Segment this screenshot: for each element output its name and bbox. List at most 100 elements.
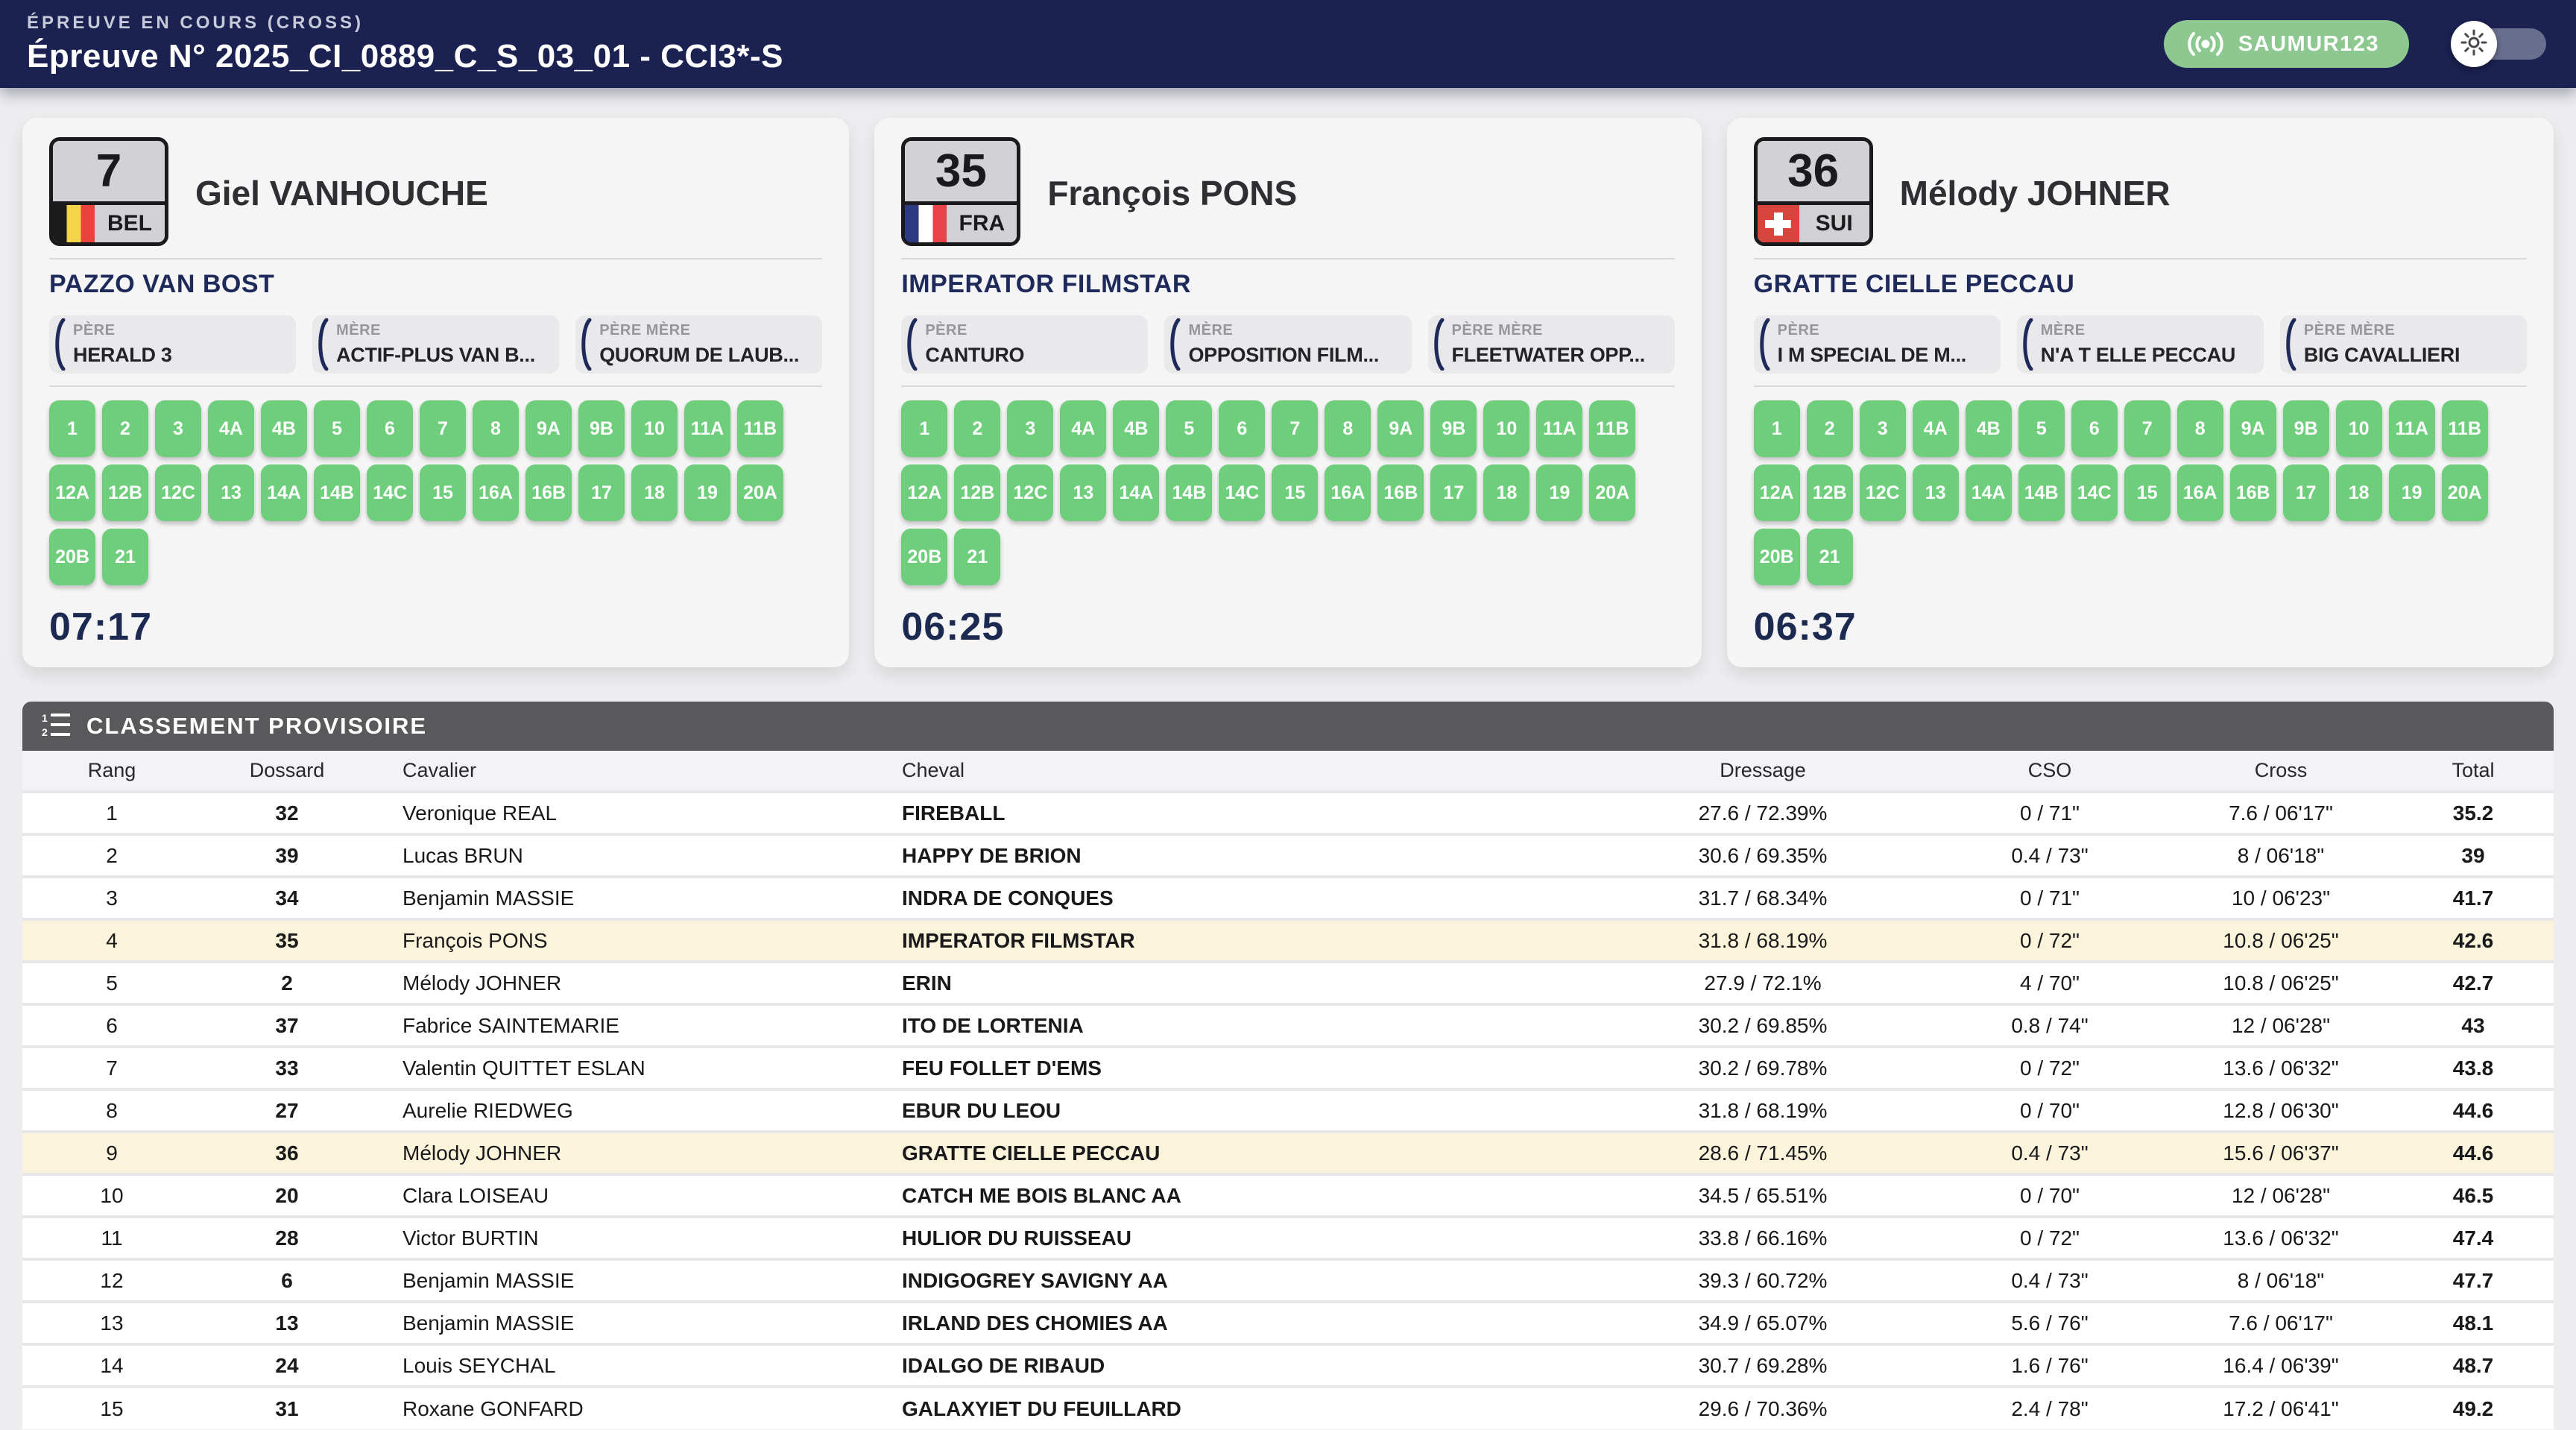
fence-button[interactable]: 11A xyxy=(2388,400,2435,457)
fence-button[interactable]: 14A xyxy=(261,464,307,521)
fence-button[interactable]: 14A xyxy=(1113,464,1160,521)
fence-button[interactable]: 11B xyxy=(1589,400,1636,457)
fence-button[interactable]: 11A xyxy=(684,400,730,457)
fence-button[interactable]: 13 xyxy=(208,464,254,521)
fence-button[interactable]: 16A xyxy=(473,464,519,521)
fence-button[interactable]: 12C xyxy=(1859,464,1906,521)
fence-button[interactable]: 9B xyxy=(1430,400,1477,457)
fence-button[interactable]: 8 xyxy=(473,400,519,457)
fence-button[interactable]: 4B xyxy=(261,400,307,457)
fence-button[interactable]: 11B xyxy=(737,400,783,457)
fence-button[interactable]: 12A xyxy=(49,464,95,521)
fence-button[interactable]: 9A xyxy=(2229,400,2276,457)
fence-button[interactable]: 8 xyxy=(1325,400,1371,457)
fence-button[interactable]: 6 xyxy=(2071,400,2118,457)
fence-button[interactable]: 21 xyxy=(102,529,148,585)
fence-button[interactable]: 14B xyxy=(1166,464,1213,521)
table-row: 4 35 François PONS IMPERATOR FILMSTAR 31.8 /… xyxy=(22,919,2554,962)
cell-cheval: IRLAND DES CHOMIES AA xyxy=(902,1311,1168,1335)
fence-button[interactable]: 20B xyxy=(49,529,95,585)
fence-button[interactable]: 14B xyxy=(314,464,360,521)
fence-button[interactable]: 12C xyxy=(1007,464,1054,521)
fence-button[interactable]: 5 xyxy=(1166,400,1213,457)
pedigree-value: OPPOSITION FILM... xyxy=(1188,344,1380,366)
fence-button[interactable]: 12B xyxy=(954,464,1001,521)
fence-button[interactable]: 19 xyxy=(684,464,730,521)
fence-button[interactable]: 15 xyxy=(2124,464,2171,521)
fence-button[interactable]: 2 xyxy=(1806,400,1853,457)
fence-button[interactable]: 16A xyxy=(1325,464,1371,521)
fence-button[interactable]: 20A xyxy=(1589,464,1636,521)
fence-button[interactable]: 12B xyxy=(102,464,148,521)
fence-button[interactable]: 12B xyxy=(1806,464,1853,521)
fence-button[interactable]: 1 xyxy=(49,400,95,457)
fence-button[interactable]: 9A xyxy=(1377,400,1424,457)
fence-button[interactable]: 18 xyxy=(631,464,678,521)
fence-button[interactable]: 14A xyxy=(1965,464,2012,521)
fence-button[interactable]: 6 xyxy=(367,400,413,457)
fence-button[interactable]: 16B xyxy=(2229,464,2276,521)
fence-button[interactable]: 13 xyxy=(1912,464,1959,521)
fence-button[interactable]: 5 xyxy=(314,400,360,457)
fence-button[interactable]: 14B xyxy=(2018,464,2065,521)
fence-button[interactable]: 14C xyxy=(2071,464,2118,521)
fence-button[interactable]: 17 xyxy=(578,464,625,521)
fence-button[interactable]: 16B xyxy=(1377,464,1424,521)
fence-button[interactable]: 10 xyxy=(631,400,678,457)
fence-button[interactable]: 20A xyxy=(2441,464,2488,521)
fence-button[interactable]: 20B xyxy=(901,529,948,585)
fence-button[interactable]: 4A xyxy=(1060,400,1107,457)
fence-button[interactable]: 19 xyxy=(1536,464,1583,521)
fence-button[interactable]: 7 xyxy=(420,400,466,457)
fence-button[interactable]: 2 xyxy=(102,400,148,457)
fence-button[interactable]: 21 xyxy=(1806,529,1853,585)
fence-button[interactable]: 5 xyxy=(2018,400,2065,457)
fence-button[interactable]: 17 xyxy=(1430,464,1477,521)
fence-button[interactable]: 19 xyxy=(2388,464,2435,521)
fence-button[interactable]: 21 xyxy=(954,529,1001,585)
fence-button[interactable]: 9A xyxy=(525,400,572,457)
cell-cross: 8 / 06'18" xyxy=(2237,843,2325,867)
fence-button[interactable]: 3 xyxy=(1859,400,1906,457)
theme-toggle[interactable] xyxy=(2451,20,2546,68)
fence-button[interactable]: 12A xyxy=(1753,464,1800,521)
fence-button[interactable]: 4B xyxy=(1113,400,1160,457)
fence-button[interactable]: 18 xyxy=(2335,464,2382,521)
fence-button[interactable]: 16A xyxy=(2176,464,2223,521)
fence-button[interactable]: 13 xyxy=(1060,464,1107,521)
fence-button[interactable]: 10 xyxy=(1483,400,1530,457)
fence-button[interactable]: 7 xyxy=(2124,400,2171,457)
fence-button[interactable]: 8 xyxy=(2176,400,2223,457)
fence-button[interactable]: 20A xyxy=(737,464,783,521)
fence-button[interactable]: 15 xyxy=(1272,464,1319,521)
fence-button[interactable]: 3 xyxy=(1007,400,1054,457)
fence-button[interactable]: 2 xyxy=(954,400,1001,457)
fence-button[interactable]: 9B xyxy=(2282,400,2329,457)
fence-button[interactable]: 14C xyxy=(367,464,413,521)
fence-button[interactable]: 12A xyxy=(901,464,948,521)
fence-button[interactable]: 4B xyxy=(1965,400,2012,457)
toggle-knob[interactable] xyxy=(2451,21,2497,67)
cell-cavalier: Aurelie RIEDWEG xyxy=(402,1098,573,1122)
fence-button[interactable]: 4A xyxy=(208,400,254,457)
fence-button[interactable]: 15 xyxy=(420,464,466,521)
fence-button[interactable]: 7 xyxy=(1272,400,1319,457)
fence-button[interactable]: 20B xyxy=(1753,529,1800,585)
fence-button[interactable]: 3 xyxy=(155,400,201,457)
fence-button[interactable]: 9B xyxy=(578,400,625,457)
fence-button[interactable]: 11B xyxy=(2441,400,2488,457)
fence-button[interactable]: 12C xyxy=(155,464,201,521)
fence-button[interactable]: 4A xyxy=(1912,400,1959,457)
leaderboard-body: 1 32 Veronique REAL FIREBALL 27.6 / 72.39% 0 … xyxy=(22,792,2554,1429)
fence-button[interactable]: 1 xyxy=(1753,400,1800,457)
cell-rang: 2 xyxy=(106,843,118,867)
fence-button[interactable]: 6 xyxy=(1219,400,1266,457)
fence-button[interactable]: 1 xyxy=(901,400,948,457)
fence-button[interactable]: 16B xyxy=(525,464,572,521)
fence-button[interactable]: 11A xyxy=(1536,400,1583,457)
fence-button[interactable]: 18 xyxy=(1483,464,1530,521)
fence-button[interactable]: 17 xyxy=(2282,464,2329,521)
cell-dressage: 34.9 / 65.07% xyxy=(1698,1311,1828,1335)
fence-button[interactable]: 10 xyxy=(2335,400,2382,457)
fence-button[interactable]: 14C xyxy=(1219,464,1266,521)
